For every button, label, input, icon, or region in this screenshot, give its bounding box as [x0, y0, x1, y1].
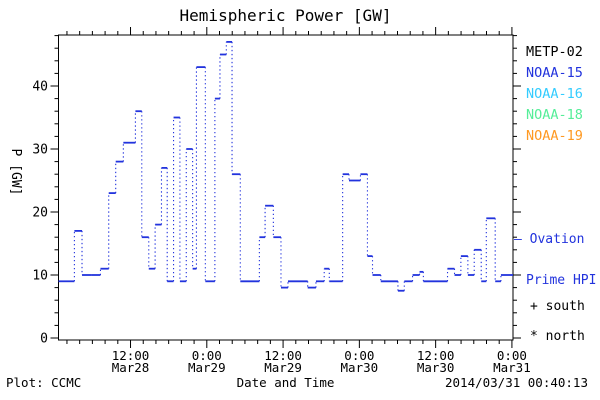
x-tick-time: 0:00	[192, 348, 222, 363]
x-tick-date: Mar29	[188, 360, 226, 375]
series-key-line1: — Ovation	[514, 232, 585, 247]
x-tick-time: 0:00	[497, 348, 527, 363]
series-key: — Ovation Prime HPI	[514, 206, 596, 314]
x-tick-date: Mar30	[341, 360, 379, 375]
x-tick-time: 12:00	[112, 348, 150, 363]
south-marker-key: + south	[530, 299, 585, 314]
x-tick-date: Mar31	[493, 360, 531, 375]
y-tick-label: 30	[32, 143, 48, 158]
y-tick-label: 20	[32, 206, 48, 221]
x-tick-date: Mar30	[417, 360, 455, 375]
legend-item-noaa-19: NOAA-19	[526, 128, 583, 144]
x-tick-date: Mar28	[112, 360, 150, 375]
chart-title: Hemispheric Power [GW]	[179, 6, 392, 25]
satellite-legend: METP-02 NOAA-15 NOAA-16 NOAA-18 NOAA-19	[526, 45, 583, 150]
legend-item-metp-02: METP-02	[526, 44, 583, 60]
legend-item-noaa-16: NOAA-16	[526, 86, 583, 102]
plot-credit: Plot: CCMC	[6, 375, 82, 390]
series-key-line2: Prime HPI	[526, 272, 597, 288]
y-tick-label: 10	[32, 269, 48, 284]
north-marker-key: * north	[530, 329, 585, 344]
y-tick-label: 0	[40, 332, 48, 347]
x-tick-time: 12:00	[264, 348, 302, 363]
x-axis-label: Date and Time	[236, 375, 335, 390]
plot-timestamp: 2014/03/31 00:40:13	[445, 375, 588, 390]
x-tick-time: 12:00	[417, 348, 455, 363]
y-axis-label: P [GW]	[8, 148, 23, 196]
legend-item-noaa-15: NOAA-15	[526, 65, 583, 81]
axes-layer	[50, 27, 521, 348]
x-tick-date: Mar29	[264, 360, 302, 375]
tick-label-layer: 01020304012:00Mar280:00Mar2912:00Mar290:…	[32, 80, 530, 376]
hpi-series	[58, 41, 513, 292]
x-tick-time: 0:00	[344, 348, 374, 363]
y-tick-label: 40	[32, 80, 48, 95]
legend-item-noaa-18: NOAA-18	[526, 107, 583, 123]
